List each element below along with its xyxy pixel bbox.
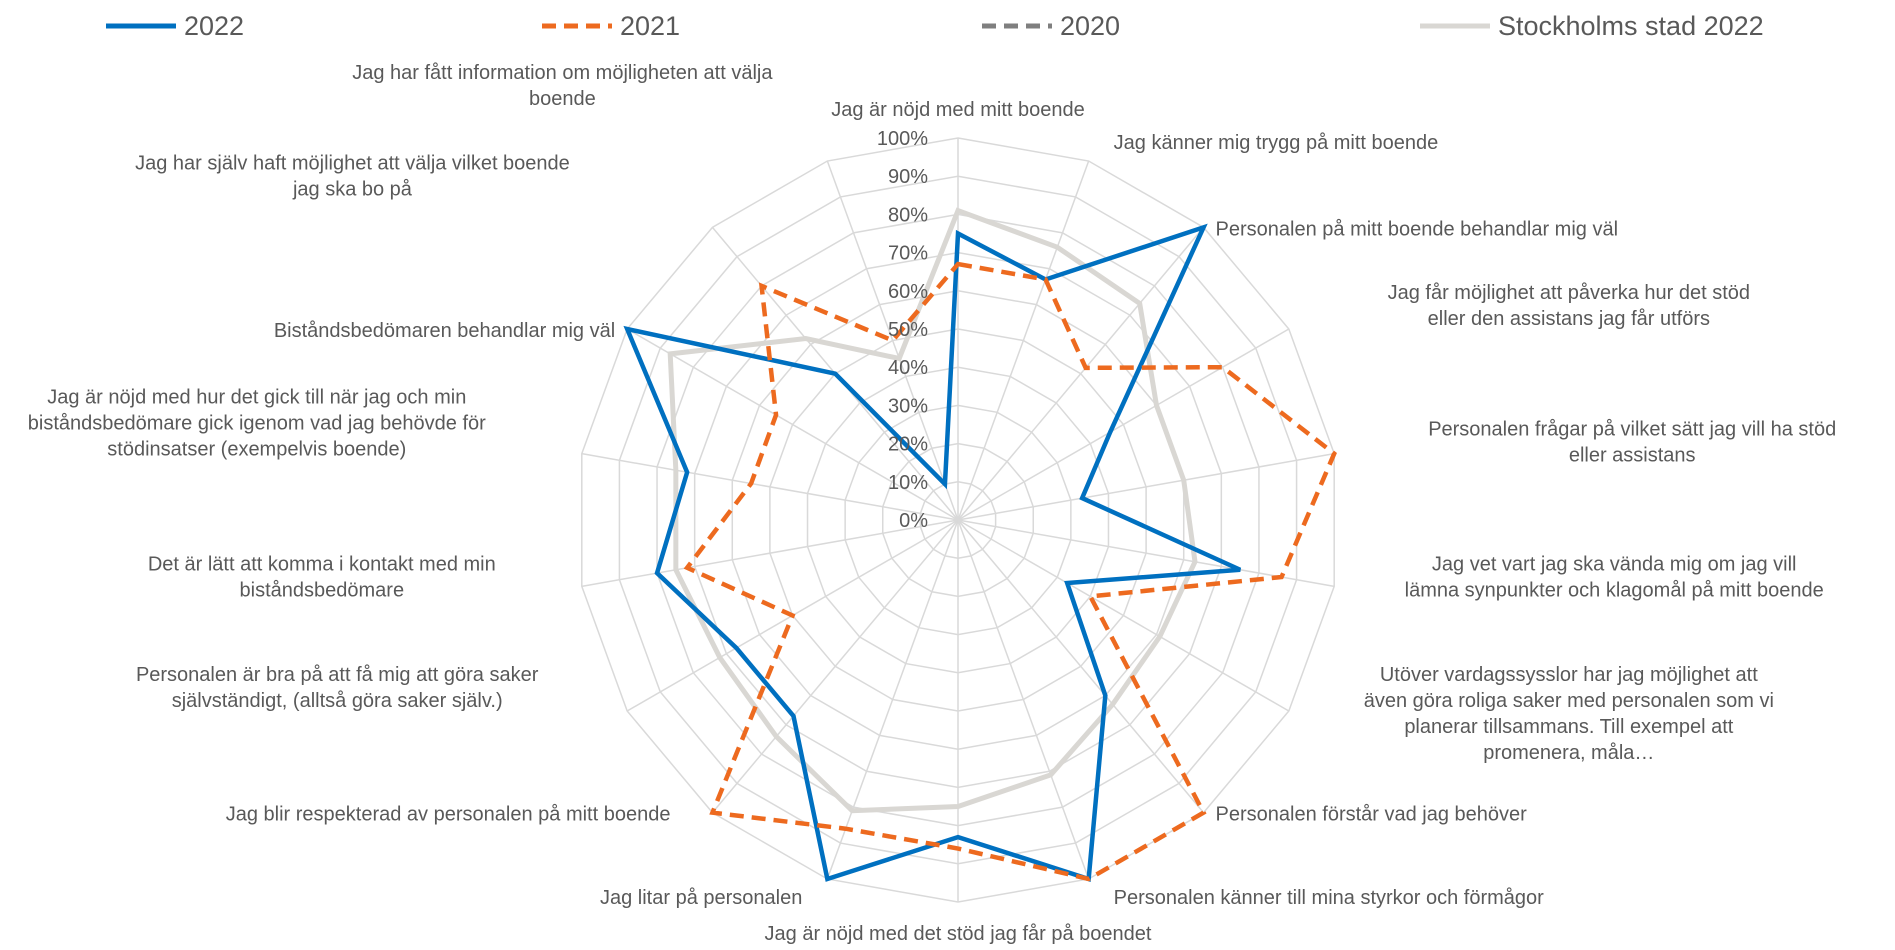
- legend-item: 2020: [980, 6, 1120, 46]
- grid-spoke: [957, 519, 1205, 814]
- series-line-1: [683, 261, 1337, 882]
- legend-label: Stockholms stad 2022: [1498, 10, 1764, 41]
- tick-labels: 0% 10% 20% 30% 40% 50% 60% 70% 80% 90% 100%: [877, 128, 928, 532]
- grid-spoke: [957, 519, 1335, 588]
- category-label: Personalen förstår vad jag behöver: [1216, 804, 1528, 826]
- tick-label: 30%: [888, 395, 928, 417]
- tick-label: 100%: [877, 128, 928, 150]
- category-label: Det är lätt att komma i kontakt med min b…: [148, 553, 496, 601]
- category-label: Jag är nöjd med mitt boende: [831, 99, 1085, 121]
- series-line-3: [667, 207, 1198, 814]
- category-label: Personalen på mitt boende behandlar mig …: [1216, 218, 1618, 240]
- legend-item: 2021: [540, 6, 680, 46]
- legend-label: 2022: [184, 10, 245, 41]
- tick-label: 20%: [888, 434, 928, 456]
- category-label: Utöver vardagssysslor har jag möjlighet …: [1364, 664, 1774, 764]
- legend-item: 2022: [104, 6, 244, 46]
- series-group: [623, 207, 1337, 882]
- tick-label: 40%: [888, 357, 928, 379]
- legend-swatch: [1420, 23, 1490, 29]
- legend-swatch: [982, 23, 1052, 29]
- tick-label: 10%: [888, 472, 928, 494]
- grid-spoke: [626, 328, 959, 521]
- legend-item: Stockholms stad 2022: [1418, 6, 1764, 46]
- category-label: Jag har fått information om möjligheten …: [352, 62, 773, 110]
- legend-swatch: [106, 23, 176, 29]
- grid-spoke: [581, 519, 959, 588]
- category-label: Personalen känner till mina styrkor och …: [1114, 887, 1545, 909]
- grid-spoke: [581, 452, 959, 521]
- category-label: Jag känner mig trygg på mitt boende: [1114, 132, 1439, 154]
- category-label: Jag är nöjd med hur det gick till när ja…: [28, 387, 486, 461]
- category-label: Personalen frågar på vilket sätt jag vil…: [1428, 419, 1836, 467]
- grid-spoke: [957, 519, 1290, 712]
- category-label: Jag vet vart jag ska vända mig om jag vi…: [1405, 553, 1824, 601]
- tick-label: 80%: [888, 204, 928, 226]
- grid-spoke: [957, 452, 1335, 521]
- grid-spoke: [957, 519, 1090, 880]
- category-labels: Jag är nöjd med mitt boende Jag känner mi…: [28, 62, 1836, 945]
- grid-spoke: [826, 519, 959, 880]
- legend-label: 2020: [1060, 10, 1121, 41]
- category-label: Jag är nöjd med det stöd jag får på boen…: [765, 923, 1152, 945]
- category-label: Jag har själv haft möjlighet att välja v…: [135, 152, 570, 200]
- tick-label: 90%: [888, 166, 928, 188]
- tick-label: 70%: [888, 243, 928, 265]
- legend-label: 2021: [620, 10, 681, 41]
- tick-label: 60%: [888, 281, 928, 303]
- category-label: Personalen är bra på att få mig att göra…: [136, 664, 539, 712]
- grid-spoke: [826, 160, 959, 521]
- category-label: Jag får möjlighet att påverka hur det st…: [1388, 282, 1750, 330]
- tick-label: 50%: [888, 319, 928, 341]
- chart-legend: 2022 2021 2020 Stockholms stad 2022: [0, 0, 1895, 60]
- legend-swatch: [542, 23, 612, 29]
- grid-spoke: [957, 328, 1290, 521]
- series-line-0: [623, 223, 1242, 882]
- grid-spoke: [711, 519, 959, 814]
- grid-spoke: [957, 226, 1205, 521]
- grid-spoke: [957, 160, 1090, 521]
- category-label: Jag litar på personalen: [600, 887, 802, 909]
- category-label: Jag blir respekterad av personalen på mi…: [226, 804, 671, 826]
- category-label: Biståndsbedömaren behandlar mig väl: [274, 320, 615, 342]
- tick-label: 0%: [899, 510, 928, 532]
